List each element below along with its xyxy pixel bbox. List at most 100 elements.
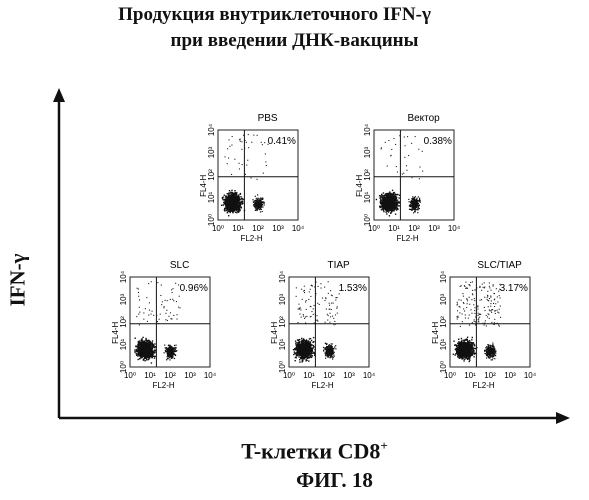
scatter-point [259, 200, 260, 201]
scatter-point [391, 196, 392, 197]
scatter-point [299, 359, 300, 360]
scatter-point [329, 357, 330, 358]
scatter-point [385, 142, 386, 143]
scatter-point [263, 173, 264, 174]
scatter-point [223, 199, 224, 200]
scatter-point [414, 211, 415, 212]
scatter-point [155, 346, 156, 347]
scatter-point [231, 174, 232, 175]
scatter-point [177, 319, 178, 320]
scatter-point [134, 349, 135, 350]
scatter-point [412, 205, 413, 206]
scatter-point [150, 344, 151, 345]
scatter-point [417, 203, 418, 204]
scatter-point [405, 145, 406, 146]
scatter-point [239, 194, 240, 195]
y-tick-label: 10⁴ [119, 270, 128, 283]
scatter-point [380, 201, 381, 202]
scatter-point [327, 320, 328, 321]
panel-title: Вектор [407, 113, 440, 124]
scatter-point [414, 206, 415, 207]
scatter-point [257, 202, 258, 203]
scatter-point [164, 352, 165, 353]
scatter-point [306, 300, 307, 301]
scatter-point [262, 207, 263, 208]
scatter-point [381, 147, 382, 148]
scatter-point [386, 213, 387, 214]
scatter-point [304, 355, 305, 356]
scatter-point [298, 309, 299, 310]
scatter-point [413, 204, 414, 205]
scatter-point [325, 347, 326, 348]
scatter-point [305, 316, 306, 317]
scatter-point [326, 309, 327, 310]
scatter-point [327, 343, 328, 344]
scatter-point [229, 195, 230, 196]
scatter-point [324, 287, 325, 288]
scatter-point [311, 357, 312, 358]
scatter-point [175, 345, 176, 346]
scatter-point [396, 209, 397, 210]
scatter-point [399, 135, 400, 136]
scatter-point [313, 345, 314, 346]
y-tick-label: 10⁴ [207, 123, 216, 136]
scatter-point [144, 347, 145, 348]
scatter-point [415, 208, 416, 209]
scatter-point [139, 353, 140, 354]
x-tick-label: 10¹ [388, 224, 400, 233]
scatter-point [410, 204, 411, 205]
panel-x-label: FL2-H [152, 381, 174, 390]
scatter-point [316, 282, 317, 283]
scatter-point [333, 354, 334, 355]
scatter-point [138, 359, 139, 360]
scatter-point [422, 171, 423, 172]
scatter-point [332, 348, 333, 349]
scatter-point [309, 342, 310, 343]
panel-y-label: FL4-H [111, 321, 120, 343]
scatter-point [169, 348, 170, 349]
scatter-point [173, 349, 174, 350]
scatter-point [164, 306, 165, 307]
scatter-point [175, 351, 176, 352]
scatter-point [147, 321, 148, 322]
scatter-point [317, 320, 318, 321]
scatter-point [335, 314, 336, 315]
scatter-point [388, 194, 389, 195]
scatter-point [143, 341, 144, 342]
scatter-point [412, 201, 413, 202]
scatter-point [172, 350, 173, 351]
scatter-point [330, 352, 331, 353]
scatter-point [301, 347, 302, 348]
scatter-point [391, 206, 392, 207]
scatter-point [258, 208, 259, 209]
scatter-point [153, 356, 154, 357]
quadrant-percent: 0.96% [180, 283, 208, 294]
scatter-point [335, 324, 336, 325]
scatter-point [258, 198, 259, 199]
scatter-point [385, 194, 386, 195]
scatter-point [419, 198, 420, 199]
scatter-point [246, 165, 247, 166]
scatter-point [311, 285, 312, 286]
scatter-point [253, 204, 254, 205]
scatter-point [418, 207, 419, 208]
scatter-point [238, 209, 239, 210]
scatter-point [337, 297, 338, 298]
y-tick-label: 10³ [363, 146, 372, 158]
scatter-point [173, 315, 174, 316]
scatter-point [309, 338, 310, 339]
scatter-point [413, 207, 414, 208]
scatter-point [167, 352, 168, 353]
scatter-point [170, 312, 171, 313]
scatter-point [413, 200, 414, 201]
scatter-point [396, 200, 397, 201]
scatter-point [245, 174, 246, 175]
y-tick-label: 10² [119, 316, 128, 328]
panel-1: PBS0.41%10⁰10¹10²10³10⁴10⁰10¹10²10³10⁴FL… [199, 113, 305, 243]
y-tick-label: 10⁰ [207, 214, 216, 226]
x-tick-label: 10⁴ [204, 371, 217, 380]
scatter-point [306, 353, 307, 354]
scatter-point [257, 135, 258, 136]
scatter-point [152, 353, 153, 354]
scatter-points [453, 281, 501, 362]
